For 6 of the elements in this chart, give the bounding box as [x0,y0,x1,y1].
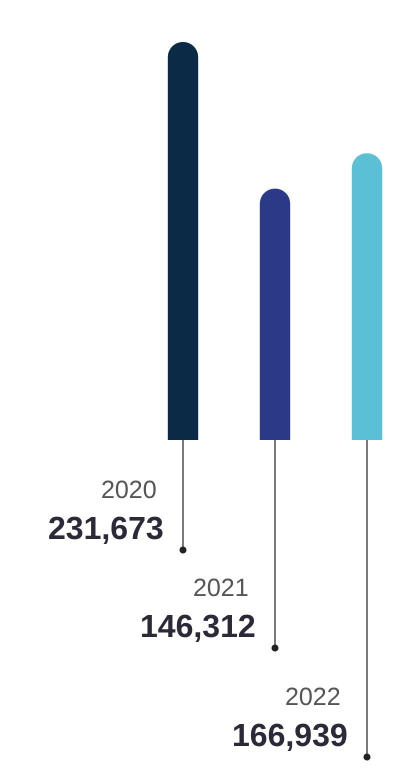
text: 2021 [193,574,249,602]
data-label: 166,939 [232,717,348,753]
text: 2022 [285,683,341,711]
text: 2020 [101,476,157,504]
data-label: 231,673 [48,510,164,546]
data-label: 146,312 [140,608,256,644]
